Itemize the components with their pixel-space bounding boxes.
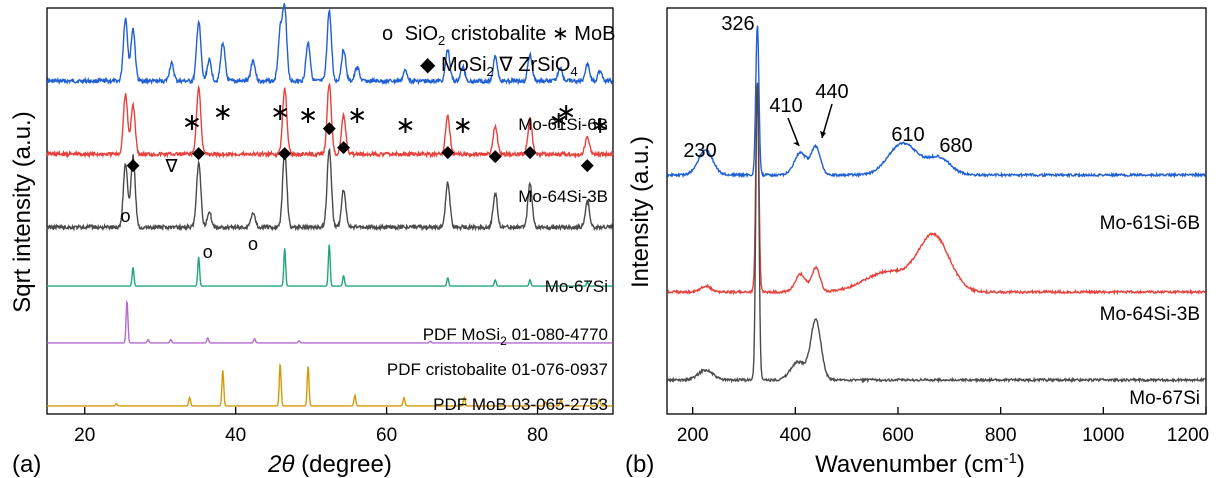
raman-trace-1: [666, 25, 1206, 179]
tick-label: 1000: [1082, 425, 1124, 446]
panel-b-label: (b): [625, 451, 654, 478]
peak-marker: ∗: [590, 112, 610, 139]
peak-marker: ◆: [337, 137, 351, 156]
peak-label-326: 326: [721, 13, 754, 35]
panel-a-x-axis: 20 40 60 80: [74, 407, 548, 446]
panel-a-series: [46, 3, 614, 407]
panel-b-x-axis: 200 400 600 800 1000 1200: [677, 407, 1209, 446]
panel-a-series-labels: Mo-61Si-6B Mo-64Si-3B Mo-67Si PDF MoSi2 01-…: [387, 115, 608, 414]
peak-marker: ◆: [192, 143, 206, 162]
tick-label: 80: [527, 425, 548, 446]
panel-a: ∗ ∗ ∗ ∗ ∗ ∗ ∗ ∗∗ ∗◆◆ ◆◆◆ ◆ ◆ ◆◆∇oo o 20 40 60 80 Mo-61Si…: [9, 3, 615, 478]
panel-b-series: [666, 25, 1207, 384]
peak-marker: o: [120, 206, 130, 226]
peak-marker: ∗: [347, 102, 367, 129]
peak-label-410: 410: [769, 95, 802, 117]
peak-label-230: 230: [683, 140, 716, 162]
series-label-b-1: Mo-61Si-6B: [1100, 213, 1200, 234]
peak-marker: ∗: [549, 107, 569, 134]
peak-label-440: 440: [815, 81, 848, 103]
legend-line-2: ◆ MoSi2 ∇ ZrSiO4: [420, 54, 578, 79]
arrow-410: [787, 117, 800, 147]
series-label-b-3: Mo-67Si: [1129, 388, 1200, 409]
arrow-410-head: [793, 142, 799, 146]
panel-b-y-label: Intensity (a.u.): [627, 136, 654, 288]
peak-marker: ∗: [182, 109, 202, 136]
tick-label: 600: [882, 425, 914, 446]
peak-marker: ◆: [581, 155, 595, 174]
series-label-a-2: Mo-64Si-3B: [518, 187, 608, 206]
peak-marker: ◆: [441, 142, 455, 161]
peak-marker: ∗: [395, 112, 415, 139]
peak-marker: ∗: [270, 99, 290, 126]
xrd-trace-2: [46, 82, 614, 159]
panel-a-label: (a): [12, 451, 41, 478]
peak-marker: ◆: [523, 142, 537, 161]
tick-label: 200: [677, 425, 709, 446]
panel-b-series-labels: Mo-61Si-6B Mo-64Si-3B Mo-67Si: [1100, 213, 1200, 409]
panel-b-frame: [666, 7, 1207, 415]
arrow-440-head: [820, 131, 826, 138]
series-label-a-3: Mo-67Si: [545, 277, 608, 296]
tick-label: 60: [376, 425, 397, 446]
xrd-trace-1: [46, 3, 614, 86]
peak-marker: ◆: [126, 155, 140, 174]
panel-a-markers: ∗ ∗ ∗ ∗ ∗ ∗ ∗ ∗∗ ∗◆◆ ◆◆◆ ◆ ◆ ◆◆∇oo o: [120, 99, 610, 262]
tick-label: 40: [225, 425, 246, 446]
panel-a-y-label: Sqrt intensity (a.u.): [9, 111, 36, 312]
series-label-b-2: Mo-64Si-3B: [1100, 304, 1200, 325]
peak-marker: o: [248, 234, 258, 254]
raman-trace-3: [666, 82, 1206, 384]
series-label-a-1: Mo-61Si-6B: [518, 115, 608, 134]
peak-label-610: 610: [891, 124, 924, 146]
series-label-a-5: PDF cristobalite 01-076-0937: [387, 360, 608, 379]
peak-marker: o: [203, 242, 213, 262]
panel-a-x-label: 2θ (degree): [267, 451, 392, 478]
panel-b-x-label: Wavenumber (cm-1): [815, 450, 1025, 478]
xrd-trace-4: [47, 244, 613, 287]
peak-marker: ◆: [278, 143, 292, 162]
series-label-a-4: PDF MoSi2 01-080-4770: [423, 325, 608, 348]
xrd-trace-6: [47, 362, 613, 407]
series-label-a-6: PDF MoB 03-065-2753: [433, 395, 608, 414]
peak-marker: ∗: [298, 102, 318, 129]
peak-marker: ∗: [453, 112, 473, 139]
peak-marker: ∗: [213, 99, 233, 126]
tick-label: 20: [74, 425, 95, 446]
peak-marker: ∗: [556, 99, 576, 126]
peak-marker: ◆: [489, 146, 503, 165]
tick-label: 1200: [1167, 425, 1209, 446]
tick-label: 800: [985, 425, 1017, 446]
panel-a-frame: [46, 7, 614, 415]
raman-trace-2: [666, 84, 1207, 296]
xrd-trace-3: [46, 147, 613, 232]
xrd-trace-5: [47, 299, 613, 344]
peak-marker: ◆: [323, 118, 337, 137]
tick-label: 400: [779, 425, 811, 446]
peak-label-680: 680: [939, 135, 972, 157]
legend-line-1: o SiO2 cristobalite ∗ MoB: [382, 23, 615, 48]
panel-b: 200 400 600 800 1000 1200 Mo-61Si-6B Mo-64Si-3…: [625, 7, 1209, 478]
peak-marker: ∇: [164, 156, 178, 176]
